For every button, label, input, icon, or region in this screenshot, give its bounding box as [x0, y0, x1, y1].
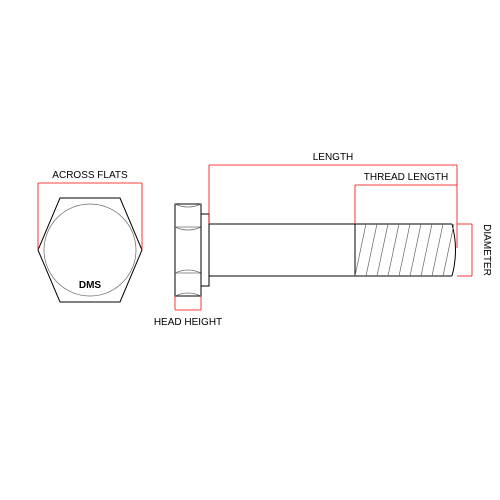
label-thread-length: THREAD LENGTH — [364, 172, 448, 183]
dim-across-flats — [38, 183, 142, 250]
label-head-height: HEAD HEIGHT — [154, 317, 222, 328]
bolt-diagram: ACROSS FLATS DMS — [0, 0, 500, 500]
label-across-flats: ACROSS FLATS — [52, 170, 128, 181]
bolt-side-view — [175, 204, 456, 296]
label-length: LENGTH — [313, 152, 354, 163]
label-dms: DMS — [79, 280, 102, 291]
dim-diameter — [457, 224, 472, 276]
label-diameter: DIAMETER — [481, 224, 492, 276]
dim-head-height — [175, 296, 201, 310]
dim-thread-length — [355, 185, 457, 224]
